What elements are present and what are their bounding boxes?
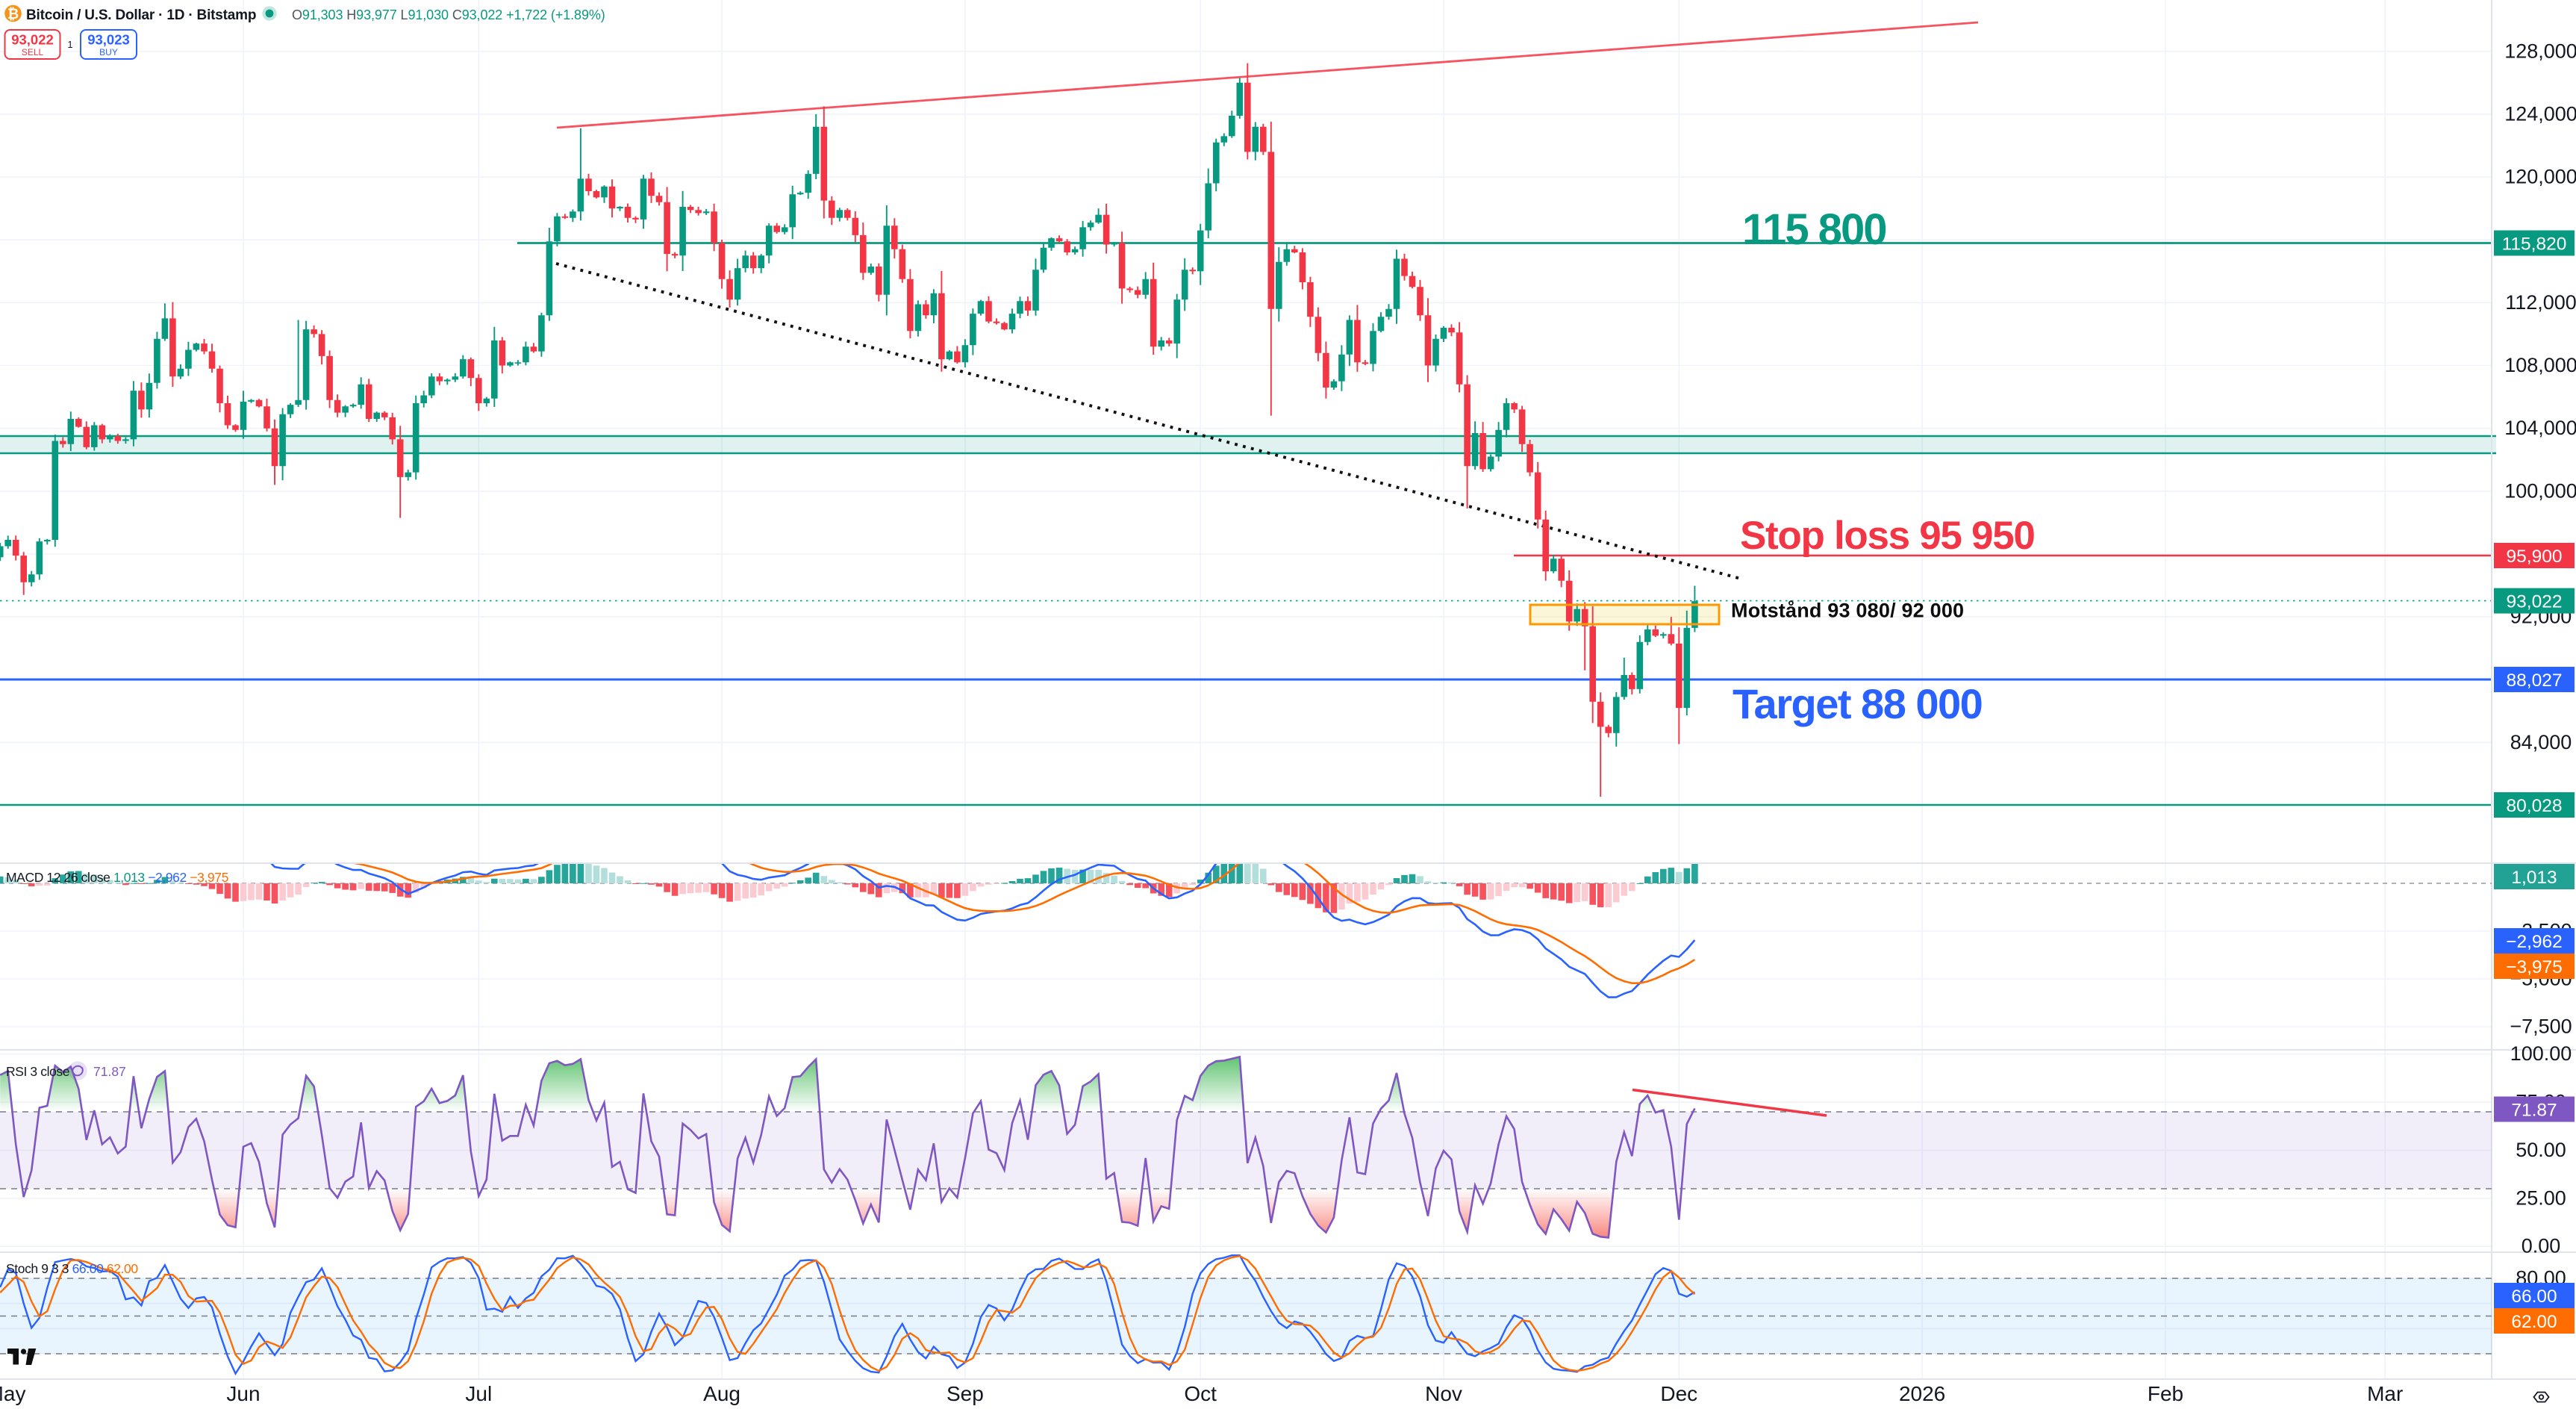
svg-text:100,000: 100,000 (2504, 479, 2576, 502)
svg-text:Stop loss 95 950: Stop loss 95 950 (1740, 514, 2035, 558)
svg-text:1: 1 (67, 39, 72, 50)
svg-text:Bitcoin / U.S. Dollar · 1D · B: Bitcoin / U.S. Dollar · 1D · Bitstamp (26, 7, 256, 23)
svg-text:Motstånd 93 080/ 92 000: Motstånd 93 080/ 92 000 (1731, 600, 1964, 622)
svg-text:128,000: 128,000 (2504, 40, 2576, 62)
svg-text:80,028: 80,028 (2507, 796, 2563, 816)
svg-text:Stoch 9 3 3 66.00 62.00: Stoch 9 3 3 66.00 62.00 (6, 1261, 138, 1276)
svg-text:Dec: Dec (1660, 1382, 1697, 1405)
svg-text:93,022: 93,022 (11, 32, 54, 48)
svg-text:Sep: Sep (946, 1382, 984, 1405)
svg-text:115,820: 115,820 (2502, 234, 2567, 254)
svg-text:Mar: Mar (2367, 1382, 2403, 1405)
svg-text:84,000: 84,000 (2510, 731, 2572, 753)
svg-text:25.00: 25.00 (2516, 1186, 2566, 1209)
svg-text:Aug: Aug (703, 1382, 740, 1405)
svg-text:O91,303 H93,977 L91,030 C93,02: O91,303 H93,977 L91,030 C93,022 +1,722 (… (292, 7, 605, 22)
svg-text:Nov: Nov (1425, 1382, 1462, 1405)
svg-text:104,000: 104,000 (2504, 417, 2576, 439)
svg-text:Feb: Feb (2148, 1382, 2183, 1405)
svg-text:₿: ₿ (7, 7, 19, 22)
svg-text:112,000: 112,000 (2505, 291, 2576, 314)
svg-text:120,000: 120,000 (2504, 166, 2576, 188)
svg-text:Target 88 000: Target 88 000 (1733, 680, 1982, 727)
svg-text:93,022: 93,022 (2507, 591, 2563, 612)
svg-text:2026: 2026 (1899, 1382, 1945, 1405)
svg-text:62.00: 62.00 (2511, 1312, 2557, 1332)
svg-text:71.87: 71.87 (93, 1064, 126, 1079)
svg-text:Jun: Jun (226, 1382, 260, 1405)
svg-text:SELL: SELL (22, 47, 44, 57)
svg-text:Jul: Jul (465, 1382, 492, 1405)
svg-text:71.87: 71.87 (2511, 1100, 2557, 1120)
svg-text:124,000: 124,000 (2504, 102, 2576, 125)
svg-text:−2,962: −2,962 (2506, 932, 2563, 952)
svg-text:108,000: 108,000 (2504, 354, 2576, 376)
svg-text:115 800: 115 800 (1742, 205, 1886, 254)
svg-text:MACD 12 26 close 1,013 −2,96: MACD 12 26 close 1,013 −2,962 −3,975 (6, 870, 228, 885)
svg-text:0.00: 0.00 (2522, 1235, 2561, 1257)
svg-text:1,013: 1,013 (2511, 868, 2557, 888)
svg-text:93,023: 93,023 (87, 32, 130, 48)
svg-text:66.00: 66.00 (2511, 1287, 2557, 1307)
svg-text:50.00: 50.00 (2516, 1139, 2566, 1161)
svg-text:100.00: 100.00 (2510, 1042, 2572, 1065)
svg-text:BUY: BUY (99, 47, 118, 57)
svg-text:−7,500: −7,500 (2510, 1015, 2572, 1038)
svg-text:May: May (0, 1382, 25, 1405)
svg-text:−3,975: −3,975 (2506, 957, 2563, 977)
svg-text:95,900: 95,900 (2507, 547, 2563, 567)
svg-text:RSI 3 close: RSI 3 close (6, 1064, 69, 1079)
svg-text:88,027: 88,027 (2507, 671, 2563, 691)
svg-text:Oct: Oct (1184, 1382, 1217, 1405)
